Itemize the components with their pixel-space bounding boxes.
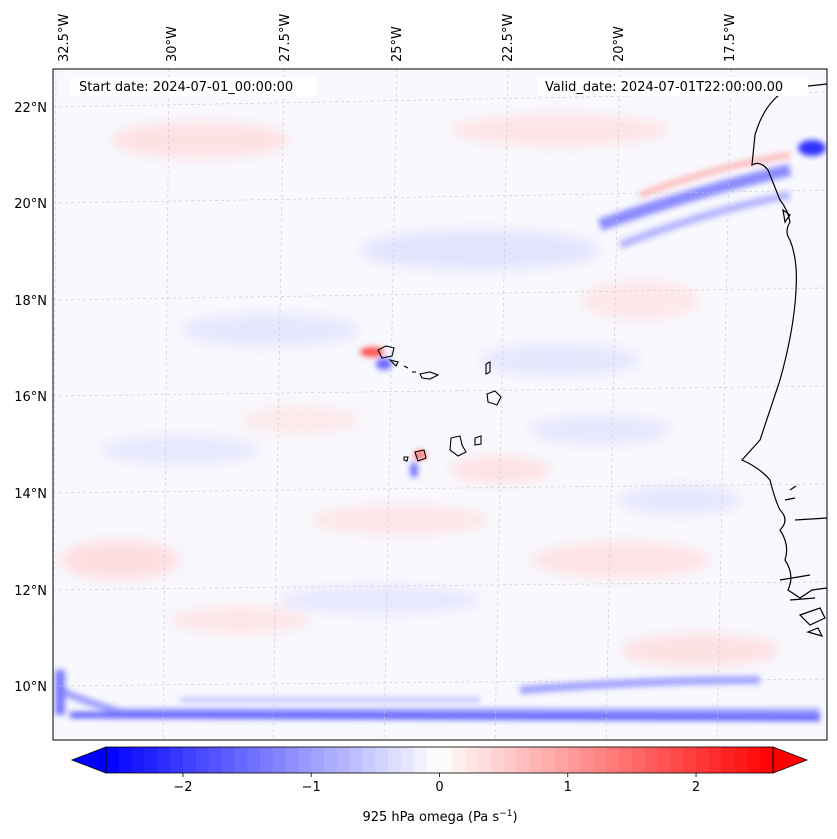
map-panel	[52, 68, 828, 741]
colorbar-cell	[683, 747, 697, 773]
colorbar-cell	[208, 747, 222, 773]
colorbar-cell	[144, 747, 158, 773]
colorbar-cell	[336, 747, 351, 773]
lat-label-10n: 10°N	[14, 680, 47, 695]
colorbar-cell	[542, 747, 556, 773]
lon-label-25w: 25°W	[390, 26, 405, 62]
lon-label-27-5w: 27.5°W	[278, 14, 293, 62]
valid-date-label: Valid_date: 2024-07-01T22:00:00.00	[545, 80, 783, 95]
map-frame	[52, 68, 828, 741]
colorbar-cell	[760, 747, 774, 773]
lon-label-32-5w: 32.5°W	[57, 14, 72, 62]
colorbar-cell	[465, 747, 479, 773]
lat-label-18n: 18°N	[14, 294, 47, 309]
colorbar-cell	[452, 747, 466, 773]
colorbar-cell	[362, 747, 376, 773]
colorbar-cell	[554, 747, 569, 773]
colorbar-cell	[285, 747, 299, 773]
colorbar-cell	[696, 747, 710, 773]
start-date-box	[71, 77, 316, 96]
colorbar-cell	[234, 747, 248, 773]
colorbar-cell	[157, 747, 171, 773]
colorbar-cell	[657, 747, 671, 773]
omega-field	[55, 114, 826, 721]
colorbar-cell	[747, 747, 761, 773]
colorbar-cell	[182, 747, 197, 773]
map-background	[53, 69, 827, 740]
colorbar-cell	[721, 747, 736, 773]
colorbar-max-extend	[772, 746, 809, 774]
cape-verde-islands	[377, 345, 502, 462]
colorbar-cell	[490, 747, 505, 773]
lon-label-22-5w: 22.5°W	[501, 14, 516, 62]
colorbar-cell	[388, 747, 402, 773]
colorbar: −2 −1 0 1 2 925 hPa omega (Pa s−1)	[70, 746, 809, 825]
colorbar-cell	[619, 747, 633, 773]
colorbar-cell	[195, 747, 210, 773]
colorbar-cell	[118, 747, 133, 773]
colorbar-cell	[593, 747, 607, 773]
colorbar-cell	[516, 747, 530, 773]
colorbar-cell	[580, 747, 594, 773]
colorbar-cell	[375, 747, 389, 773]
longitude-labels: 32.5°W 30°W 27.5°W 25°W 22.5°W 20°W 17.5…	[57, 14, 738, 62]
colorbar-cells	[106, 747, 774, 773]
lon-label-20w: 20°W	[612, 26, 627, 62]
colorbar-label: 925 hPa omega (Pa s−1)	[362, 809, 517, 825]
colorbar-tick-label: −1	[302, 780, 321, 795]
colorbar-cell	[324, 747, 338, 773]
colorbar-cell	[439, 747, 453, 773]
colorbar-cell	[426, 747, 440, 773]
colorbar-cell	[259, 747, 274, 773]
colorbar-cell	[529, 747, 543, 773]
lat-label-14n: 14°N	[14, 487, 47, 502]
colorbar-cell	[298, 747, 312, 773]
colorbar-cell	[106, 747, 120, 773]
colorbar-cell	[670, 747, 684, 773]
colorbar-cell	[503, 747, 517, 773]
latitude-labels: 22°N 20°N 18°N 16°N 14°N 12°N 10°N	[14, 101, 47, 695]
colorbar-ticks: −2 −1 0 1 2	[173, 773, 700, 795]
colorbar-tick-label: 0	[435, 780, 443, 795]
lon-label-30w: 30°W	[165, 26, 180, 62]
lon-label-17-5w: 17.5°W	[723, 14, 738, 62]
colorbar-cell	[170, 747, 184, 773]
lat-label-20n: 20°N	[14, 197, 47, 212]
colorbar-cell	[644, 747, 659, 773]
colorbar-min-extend	[70, 746, 107, 774]
colorbar-cell	[477, 747, 492, 773]
colorbar-tick-label: −2	[173, 780, 192, 795]
colorbar-cell	[401, 747, 415, 773]
colorbar-tick-label: 2	[692, 780, 700, 795]
colorbar-cell	[567, 747, 582, 773]
header: Start date: 2024-07-01_00:00:00 Valid_da…	[71, 77, 808, 96]
lat-label-22n: 22°N	[14, 101, 47, 116]
lat-label-16n: 16°N	[14, 390, 47, 405]
lat-label-12n: 12°N	[14, 584, 47, 599]
colorbar-cell	[413, 747, 428, 773]
colorbar-tick-label: 1	[564, 780, 572, 795]
valid-date-box	[538, 77, 808, 96]
colorbar-cell	[272, 747, 287, 773]
start-date-label: Start date: 2024-07-01_00:00:00	[79, 80, 293, 95]
colorbar-cell	[131, 747, 145, 773]
colorbar-cell	[631, 747, 646, 773]
colorbar-cell	[221, 747, 235, 773]
colorbar-cell	[606, 747, 620, 773]
colorbar-cell	[247, 747, 261, 773]
colorbar-cell	[708, 747, 723, 773]
colorbar-cell	[349, 747, 364, 773]
coastline	[741, 83, 828, 637]
colorbar-cell	[734, 747, 748, 773]
colorbar-cell	[311, 747, 325, 773]
